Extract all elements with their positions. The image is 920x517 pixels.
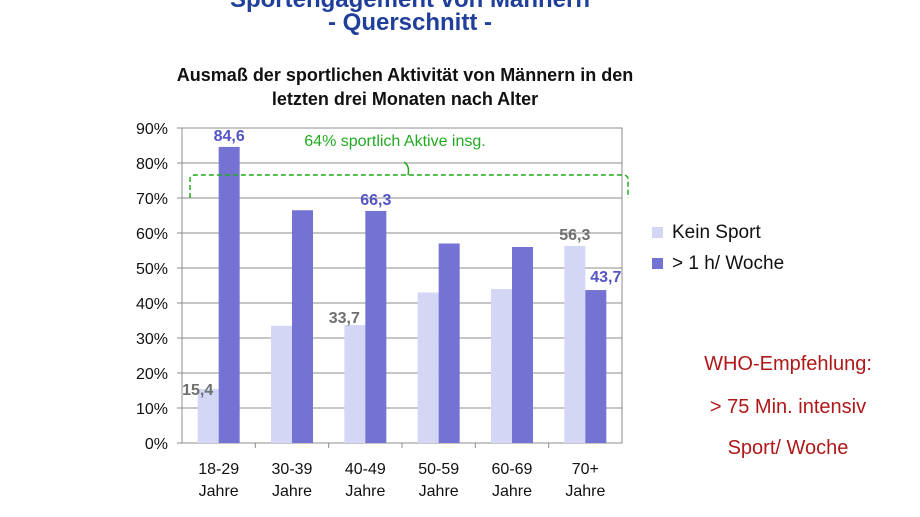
- x-tick-label: 50-59: [418, 461, 459, 478]
- data-label: 43,7: [590, 269, 621, 286]
- bar-1h-woche: [585, 290, 607, 443]
- y-tick-label: 30%: [136, 331, 168, 348]
- annotation-brace: [189, 174, 629, 198]
- legend-item-1h-woche: > 1 h/ Woche: [652, 248, 784, 279]
- data-label: 15,4: [182, 382, 213, 399]
- y-tick-label: 60%: [136, 226, 168, 243]
- chart-title-line-2: letzten drei Monaten nach Alter: [271, 89, 539, 109]
- who-note-line-3: Sport/ Woche: [727, 437, 849, 459]
- y-tick-label: 20%: [136, 366, 168, 383]
- x-tick-label: 30-39: [272, 461, 313, 478]
- who-note-line-1: WHO-Empfehlung:: [704, 353, 872, 375]
- bar-1h-woche: [292, 210, 313, 443]
- y-tick-label: 70%: [136, 191, 168, 208]
- x-tick-label: Jahre: [199, 483, 239, 500]
- y-tick-label: 80%: [136, 156, 168, 173]
- x-tick-label: 60-69: [492, 461, 533, 478]
- y-tick-label: 40%: [136, 296, 168, 313]
- x-tick-label: 40-49: [345, 461, 386, 478]
- bar-1h-woche: [365, 210, 387, 443]
- x-tick-label: Jahre: [565, 483, 605, 500]
- x-tick-label: Jahre: [272, 483, 312, 500]
- chart-title-line-1: Ausmaß der sportlichen Aktivität von Män…: [176, 65, 634, 85]
- y-tick-label: 50%: [136, 261, 168, 278]
- data-label: 84,6: [214, 128, 245, 145]
- slide-subtitle: - Querschnitt -: [327, 9, 492, 36]
- y-tick-label: 90%: [136, 121, 168, 138]
- legend-item-kein-sport: Kein Sport: [652, 217, 784, 248]
- y-tick-label: 10%: [136, 401, 168, 418]
- who-note-line-2: > 75 Min. intensiv: [709, 396, 867, 418]
- y-tick-label: 0%: [145, 436, 168, 453]
- bar-kein-sport: [491, 289, 512, 443]
- data-label: 56,3: [559, 227, 590, 244]
- legend-label-kein-sport: Kein Sport: [672, 221, 761, 243]
- data-label: 33,7: [329, 310, 360, 327]
- bar-1h-woche: [512, 247, 533, 443]
- chart-legend: Kein Sport > 1 h/ Woche: [652, 217, 784, 279]
- bar-1h-woche: [438, 243, 460, 443]
- data-label: 66,3: [360, 192, 391, 209]
- slide-title: Sportengagement von Männern: [0, 0, 820, 14]
- legend-swatch-kein-sport: [652, 227, 663, 238]
- x-tick-label: 70+: [572, 461, 599, 478]
- annotation-text: 64% sportlich Aktive insg.: [304, 133, 485, 150]
- bar-1h-woche: [218, 146, 240, 443]
- x-tick-label: Jahre: [419, 483, 459, 500]
- bar-kein-sport: [271, 325, 292, 443]
- x-tick-label: Jahre: [492, 483, 532, 500]
- bar-kein-sport: [197, 389, 219, 443]
- bar-kein-sport: [344, 325, 366, 443]
- legend-label-1h-woche: > 1 h/ Woche: [672, 252, 785, 274]
- x-tick-label: Jahre: [345, 483, 385, 500]
- bar-kein-sport: [417, 292, 439, 443]
- legend-swatch-1h-woche: [652, 258, 663, 269]
- annotation-pointer: [403, 161, 410, 176]
- bar-kein-sport: [564, 245, 586, 443]
- x-tick-label: 18-29: [198, 461, 239, 478]
